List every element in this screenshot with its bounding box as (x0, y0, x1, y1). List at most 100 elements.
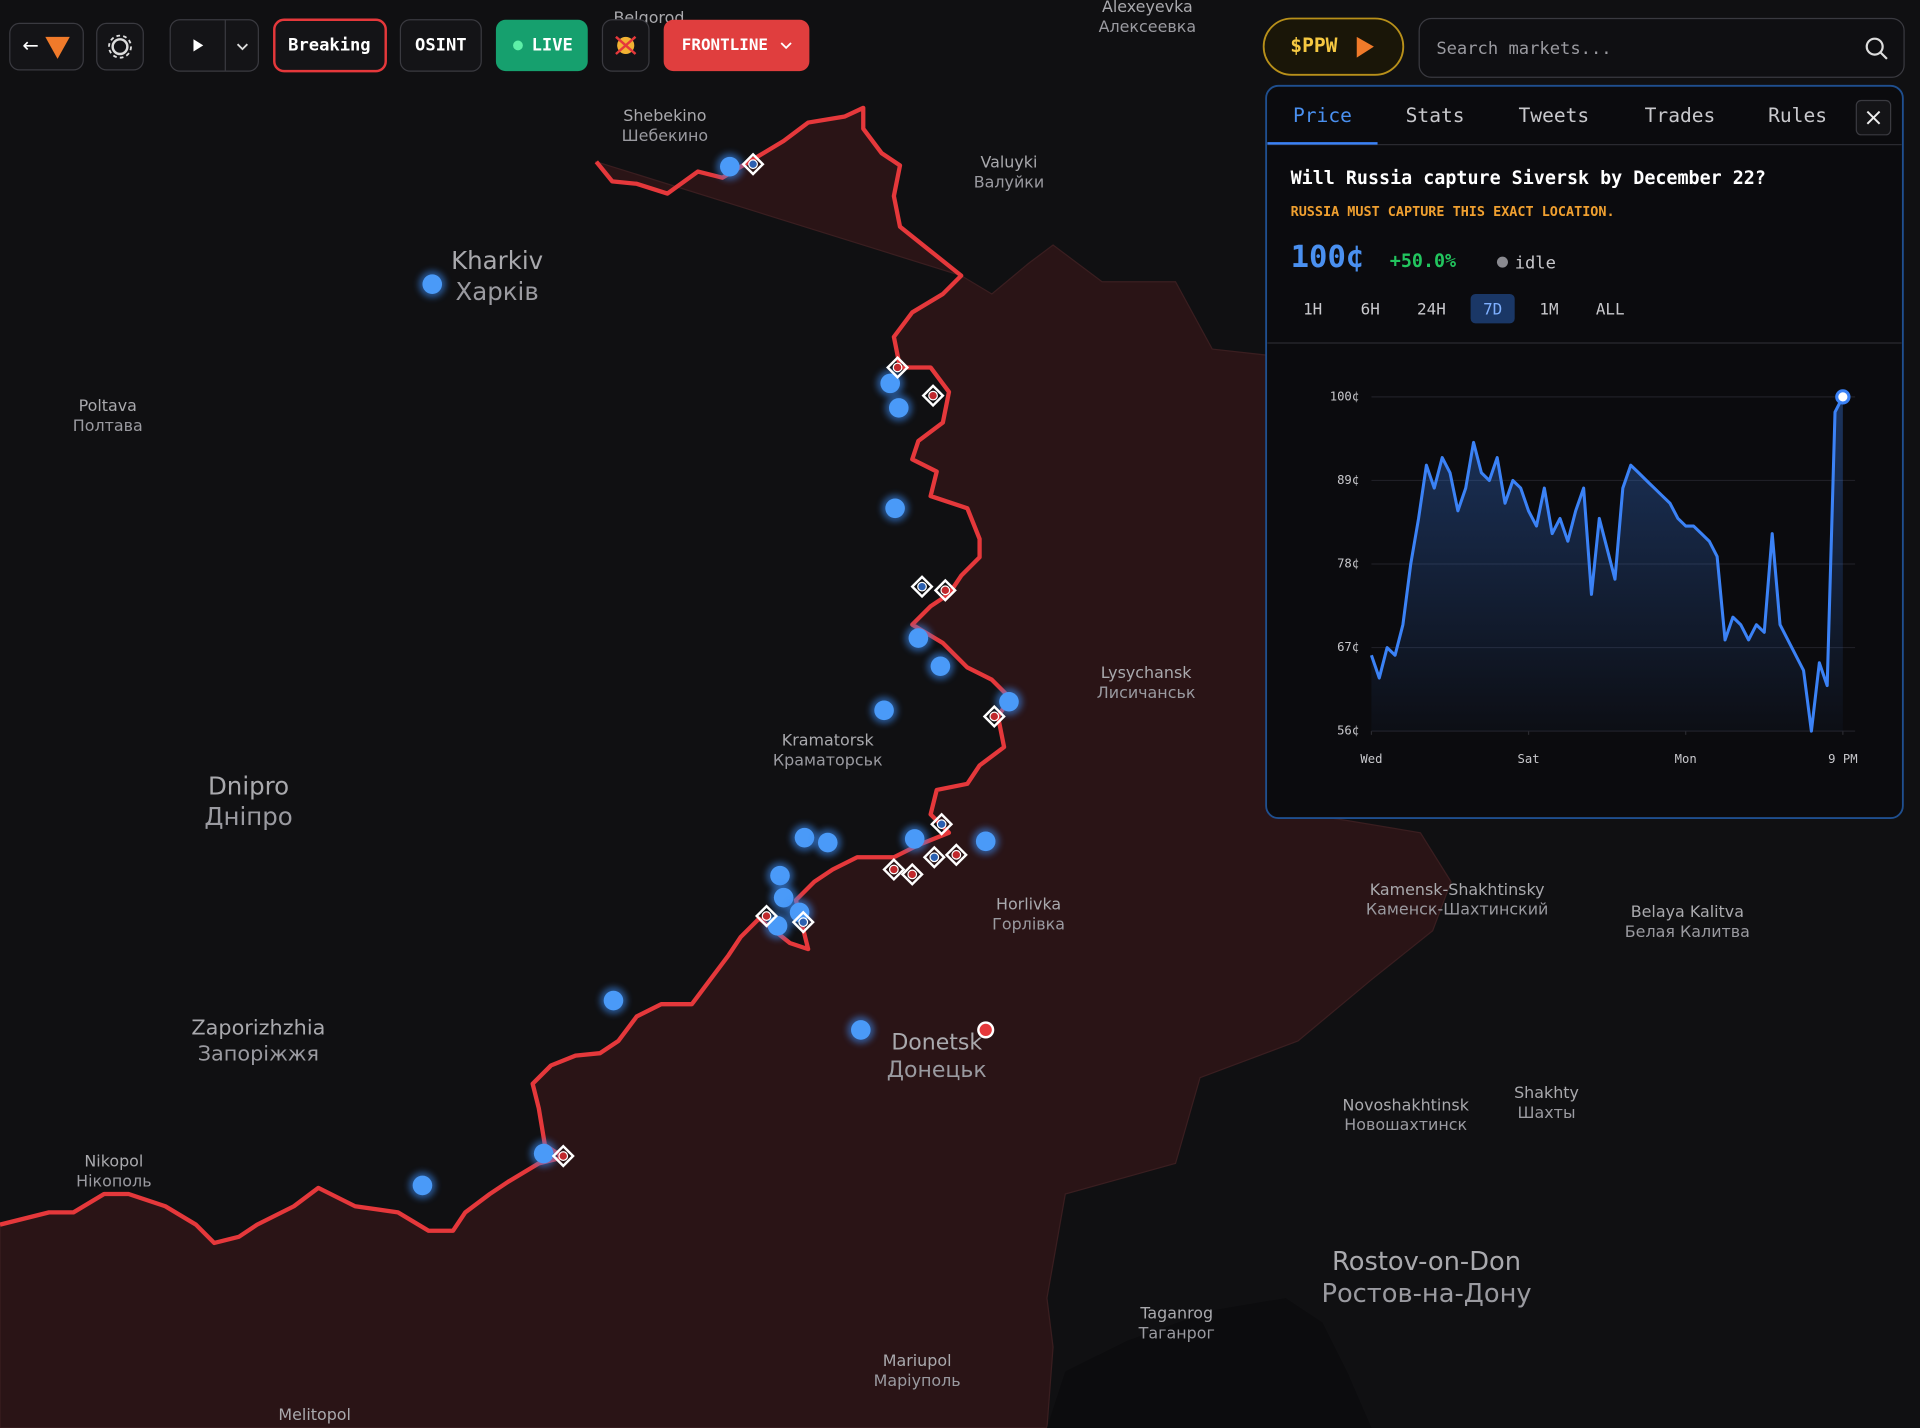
target-core[interactable] (936, 819, 947, 830)
panel-tab[interactable]: Tweets (1519, 104, 1590, 127)
event-dot[interactable] (930, 656, 951, 677)
y-tick-label: 78¢ (1337, 557, 1359, 571)
panel-tab[interactable]: Rules (1768, 104, 1827, 127)
strike-marker[interactable] (977, 1021, 995, 1039)
event-dot[interactable] (789, 902, 810, 923)
range-button[interactable]: 1H (1303, 299, 1322, 318)
event-dot[interactable] (874, 700, 894, 721)
play-button[interactable] (169, 19, 259, 72)
price-chart: 100¢ 89¢ 78¢ 67¢ 56¢Wed Sat Mon 9 PM (1330, 389, 1858, 766)
map-label: Zaporizhzhia (191, 1016, 325, 1040)
map-label: Melitopol (278, 1405, 351, 1424)
price-change: +50.0% (1390, 251, 1456, 272)
event-dot[interactable] (880, 373, 900, 394)
event-dot[interactable] (904, 829, 925, 849)
panel-tab[interactable]: Trades (1645, 104, 1716, 127)
target-marker (944, 843, 968, 867)
event-dot[interactable] (851, 1020, 871, 1040)
target-core[interactable] (748, 159, 758, 170)
target-core[interactable] (989, 711, 1000, 722)
status-dot (1496, 256, 1508, 268)
map-label-local: Таганрог (1138, 1323, 1215, 1342)
frontline-button[interactable]: FRONTLINE (663, 19, 810, 72)
target-core[interactable] (907, 869, 918, 880)
event-dot[interactable] (999, 691, 1019, 712)
market-status: idle (1515, 253, 1556, 273)
target-core[interactable] (940, 585, 951, 596)
map-label-local: Запоріжжя (198, 1042, 319, 1066)
x-tick-label: Wed (1360, 752, 1382, 766)
event-dot[interactable] (422, 274, 443, 294)
event-dot[interactable] (885, 498, 905, 519)
range-button[interactable]: 24H (1417, 299, 1446, 318)
target-marker (882, 857, 906, 882)
live-button[interactable]: LIVE (495, 19, 588, 72)
target-core[interactable] (951, 849, 962, 860)
button-label: LIVE (532, 35, 573, 55)
target-marker (930, 812, 954, 836)
target-core[interactable] (928, 390, 938, 401)
search-placeholder: Search markets... (1436, 39, 1611, 59)
target-core[interactable] (761, 911, 772, 921)
button-label: FRONTLINE (682, 35, 768, 54)
y-tick-label: 56¢ (1337, 724, 1359, 738)
y-tick-label: 67¢ (1337, 640, 1359, 654)
toolbar: ← Breaking OSINT LIVE FRONTLINE $PPW Sea… (9, 17, 1905, 78)
token-button[interactable]: $PPW (1262, 17, 1405, 76)
range-button[interactable]: 1M (1539, 299, 1558, 318)
target-core[interactable] (929, 852, 940, 863)
panel-tab[interactable]: Price (1293, 104, 1352, 127)
map-label: Horlivka (996, 895, 1061, 914)
target-marker (551, 1144, 575, 1168)
map-label-local: Нікополь (76, 1172, 151, 1191)
range-button[interactable]: 7D (1483, 299, 1502, 318)
target-core[interactable] (798, 917, 809, 928)
map-label: Lysychansk (1101, 663, 1192, 682)
event-dot[interactable] (975, 831, 996, 852)
target-marker (755, 904, 779, 928)
close-button[interactable] (1855, 99, 1892, 136)
target-core[interactable] (892, 362, 903, 373)
back-button[interactable]: ← (9, 22, 84, 71)
map-label: Taganrog (1139, 1304, 1213, 1323)
event-dot[interactable] (412, 1175, 433, 1196)
range-button[interactable]: ALL (1596, 299, 1625, 318)
button-label: OSINT (415, 35, 467, 55)
event-dot[interactable] (770, 865, 790, 886)
event-dot[interactable] (817, 832, 838, 853)
target-marker (900, 862, 924, 886)
x-tick-label: Sat (1518, 752, 1540, 766)
settings-button[interactable] (96, 22, 144, 71)
search-box[interactable]: Search markets... (1418, 17, 1905, 78)
event-dot[interactable] (767, 916, 788, 936)
target-marker (921, 384, 945, 408)
market-panel: Price Stats Tweets Trades Rules Will Russia … (1265, 84, 1904, 820)
target-core[interactable] (888, 864, 899, 875)
map-label: Novoshakhtinsk (1343, 1095, 1470, 1114)
target-marker (741, 152, 765, 176)
x-tick-label: 9 PM (1828, 752, 1857, 766)
last-point (1835, 389, 1851, 405)
market-note: RUSSIA MUST CAPTURE THIS EXACT LOCATION. (1291, 205, 1615, 220)
event-dot[interactable] (908, 628, 929, 648)
breaking-button[interactable]: Breaking (273, 18, 387, 73)
event-dot[interactable] (773, 887, 794, 908)
map-label: Kamensk-Shakhtinsky (1370, 880, 1545, 899)
target-core[interactable] (917, 581, 927, 592)
event-dot[interactable] (533, 1143, 554, 1164)
map-label: Kramatorsk (782, 730, 875, 749)
osint-button[interactable]: OSINT (399, 19, 482, 72)
panel-tab[interactable]: Stats (1406, 104, 1465, 127)
range-button[interactable]: 6H (1361, 299, 1380, 318)
target-core[interactable] (558, 1151, 569, 1161)
map-label-local: Краматорськ (773, 750, 883, 769)
map-label-local: Шебекино (622, 126, 708, 145)
alert-button[interactable] (601, 19, 650, 72)
target-marker (933, 578, 957, 602)
event-dot[interactable] (720, 156, 740, 177)
target-marker (982, 704, 1006, 728)
event-dot[interactable] (603, 990, 624, 1011)
event-dot[interactable] (888, 398, 909, 418)
event-dot[interactable] (794, 827, 815, 848)
